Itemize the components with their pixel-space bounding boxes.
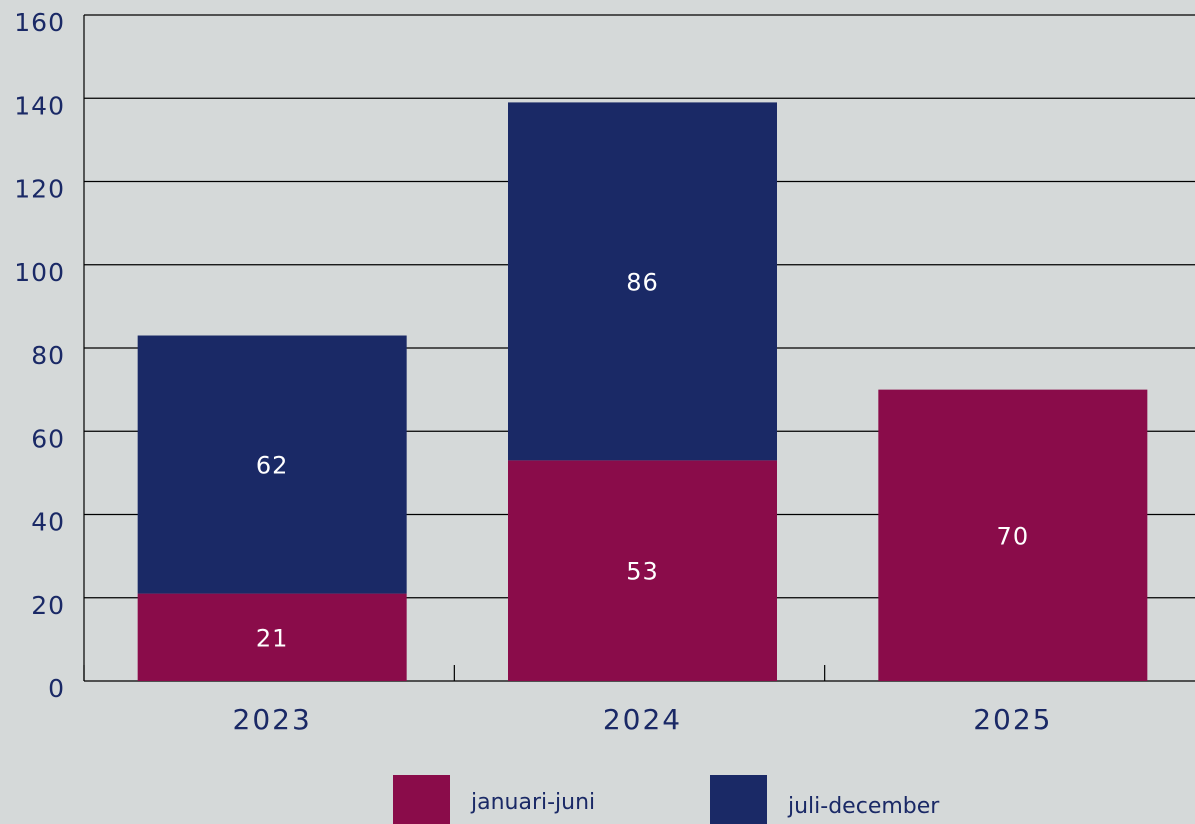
y-tick-label: 40	[31, 508, 65, 537]
bar-segment	[508, 460, 777, 681]
value-label: 53	[626, 558, 659, 586]
value-label: 86	[626, 268, 659, 296]
legend-label: juli-december	[787, 794, 940, 819]
y-tick-label: 20	[31, 591, 65, 620]
y-tick-label: 160	[14, 8, 65, 37]
bar-segment	[508, 102, 777, 461]
legend-label: januari-juni	[470, 790, 595, 815]
x-tick-label: 2024	[603, 703, 682, 736]
value-label: 70	[997, 522, 1030, 550]
y-tick-label: 80	[31, 341, 65, 370]
legend-swatch	[710, 775, 767, 824]
y-tick-label: 0	[48, 674, 65, 703]
legend-swatch	[393, 775, 450, 824]
value-label: 62	[256, 452, 289, 480]
y-tick-label: 120	[14, 175, 65, 204]
bar-segment	[137, 335, 407, 594]
y-tick-label: 100	[14, 258, 65, 287]
bar-segment	[137, 593, 407, 681]
x-tick-label: 2025	[973, 703, 1052, 736]
x-tick-label: 2023	[233, 703, 312, 736]
y-tick-label: 60	[31, 424, 65, 453]
bar-segment	[878, 389, 1148, 681]
y-tick-label: 140	[14, 91, 65, 120]
value-label: 21	[256, 624, 289, 652]
